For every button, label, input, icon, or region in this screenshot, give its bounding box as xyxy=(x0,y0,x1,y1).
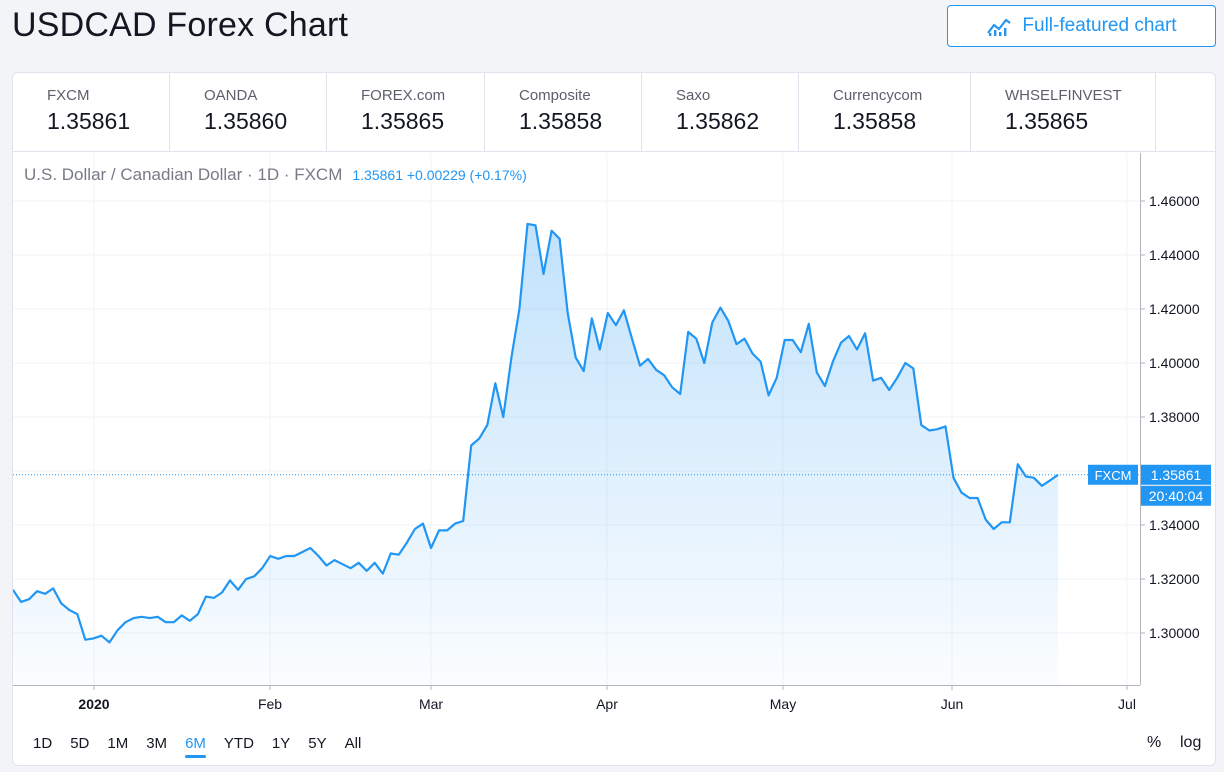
tab-value: 1.35862 xyxy=(676,108,760,134)
tab-forex-com[interactable]: FOREX.com 1.35865 xyxy=(327,73,485,152)
percent-scale-toggle[interactable]: % xyxy=(1147,734,1162,751)
chart-svg[interactable]: 1.460001.440001.420001.400001.380001.360… xyxy=(13,153,1216,719)
range-5d[interactable]: 5D xyxy=(70,734,90,752)
tab-source: WHSELFINVEST xyxy=(1005,87,1122,104)
full-featured-chart-label: Full-featured chart xyxy=(1022,15,1177,36)
legend-symbol: U.S. Dollar / Canadian Dollar · 1D · FXC… xyxy=(24,165,343,184)
x-tick-label: Jul xyxy=(1118,696,1136,712)
range-5y[interactable]: 5Y xyxy=(308,734,327,752)
time-range-bar: 1D 5D 1M 3M 6M YTD 1Y 5Y All xyxy=(13,721,1215,765)
x-tick-label: Feb xyxy=(258,696,282,712)
x-tick-label: May xyxy=(770,696,796,712)
x-tick-label: Mar xyxy=(419,696,443,712)
series-area xyxy=(13,223,1058,685)
range-6m[interactable]: 6M xyxy=(185,734,206,758)
y-tick-label: 1.44000 xyxy=(1149,247,1200,263)
price-chart[interactable]: 1.460001.440001.420001.400001.380001.360… xyxy=(13,153,1216,719)
tab-source: FXCM xyxy=(47,87,90,104)
last-price-value: 1.35861 xyxy=(1151,467,1202,483)
y-tick-label: 1.32000 xyxy=(1149,571,1200,587)
x-tick-label: 2020 xyxy=(78,696,109,712)
tab-value: 1.35858 xyxy=(519,108,603,134)
range-3m[interactable]: 3M xyxy=(146,734,168,752)
tab-saxo[interactable]: Saxo 1.35862 xyxy=(642,73,799,152)
countdown-label: 20:40:04 xyxy=(1149,488,1204,504)
y-tick-label: 1.30000 xyxy=(1149,625,1200,641)
countdown-bg xyxy=(1141,485,1211,506)
y-tick-label: 1.40000 xyxy=(1149,355,1200,371)
y-tick-label: 1.34000 xyxy=(1149,517,1200,533)
chart-line-icon xyxy=(987,18,1012,36)
range-all[interactable]: All xyxy=(344,734,362,752)
x-tick-label: Apr xyxy=(596,696,618,712)
last-price-value-bg xyxy=(1141,464,1211,485)
range-ytd[interactable]: YTD xyxy=(223,734,254,752)
last-price-source-bg xyxy=(1088,464,1138,485)
source-tabs: FXCM 1.35861 OANDA 1.35860 FOREX.com 1.3… xyxy=(13,73,1215,152)
tab-source: OANDA xyxy=(204,87,258,104)
tab-currencycom[interactable]: Currencycom 1.35858 xyxy=(799,73,971,152)
full-featured-chart-button[interactable]: Full-featured chart xyxy=(947,5,1216,47)
range-1d[interactable]: 1D xyxy=(33,734,53,752)
y-tick-label: 1.38000 xyxy=(1149,409,1200,425)
tab-value: 1.35865 xyxy=(1005,108,1089,134)
tab-value: 1.35861 xyxy=(47,108,131,134)
tab-source: FOREX.com xyxy=(361,87,446,104)
legend-quote: 1.35861 +0.00229 (+0.17%) xyxy=(352,167,527,183)
last-price-source: FXCM xyxy=(1095,468,1132,483)
tab-source: Saxo xyxy=(676,87,711,104)
tab-source: Composite xyxy=(519,87,591,104)
tab-oanda[interactable]: OANDA 1.35860 xyxy=(170,73,327,152)
series-line xyxy=(13,222,1059,644)
y-tick-label: 1.42000 xyxy=(1149,301,1200,317)
chart-legend: U.S. Dollar / Canadian Dollar · 1D · FXC… xyxy=(24,165,527,185)
tab-value: 1.35858 xyxy=(833,108,917,134)
tab-value: 1.35860 xyxy=(204,108,288,134)
tab-composite[interactable]: Composite 1.35858 xyxy=(485,73,642,152)
y-tick-label: 1.46000 xyxy=(1149,193,1200,209)
tab-source: Currencycom xyxy=(833,87,923,104)
page-title: USDCAD Forex Chart xyxy=(12,6,349,44)
tab-fxcm[interactable]: FXCM 1.35861 xyxy=(13,73,170,152)
log-scale-toggle[interactable]: log xyxy=(1180,734,1202,751)
tab-value: 1.35865 xyxy=(361,108,445,134)
range-1y[interactable]: 1Y xyxy=(271,734,291,752)
chart-card: FXCM 1.35861 OANDA 1.35860 FOREX.com 1.3… xyxy=(12,72,1216,766)
tab-whselfinvest[interactable]: WHSELFINVEST 1.35865 xyxy=(971,73,1156,152)
x-tick-label: Jun xyxy=(941,696,964,712)
range-1m[interactable]: 1M xyxy=(107,734,129,752)
